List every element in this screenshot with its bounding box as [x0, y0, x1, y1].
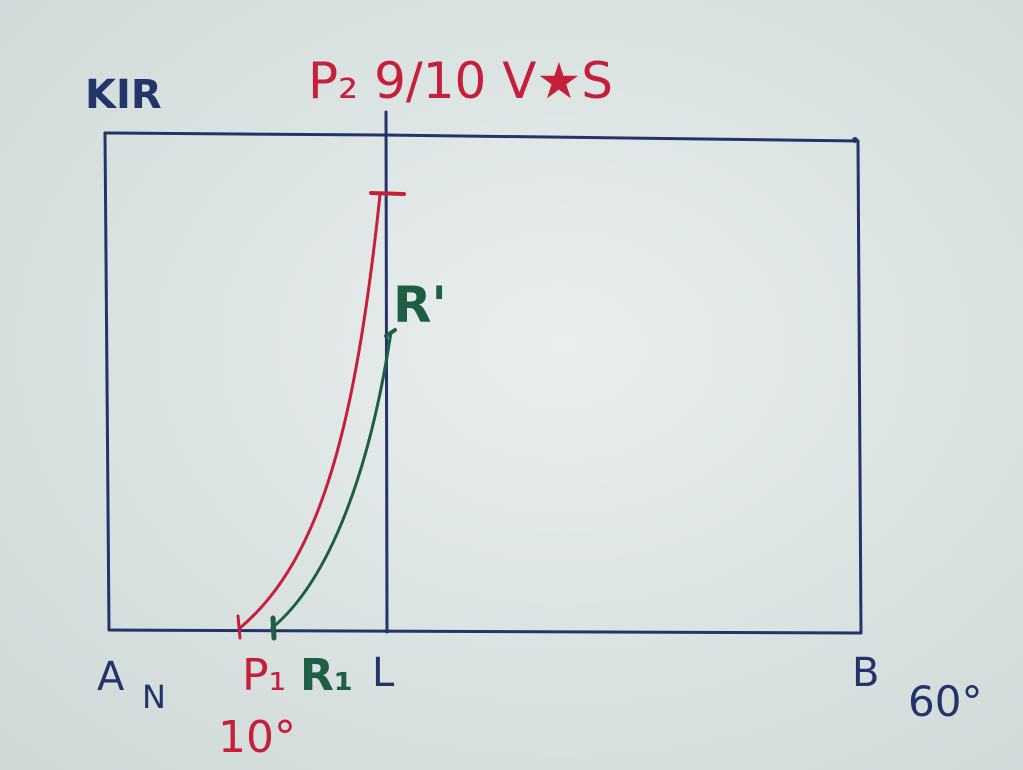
label-r1: R₁	[300, 650, 353, 701]
label-angle-p1: 10°	[218, 712, 296, 763]
label-corner-a-sub: N	[142, 678, 166, 716]
green-tick-rprime	[384, 328, 397, 338]
green-tick-bottom	[270, 615, 277, 641]
red-tick-top	[369, 191, 406, 196]
label-l: L	[372, 650, 395, 696]
vertical-line-l	[384, 110, 389, 634]
frame-right-edge	[856, 139, 863, 635]
label-angle-b: 60°	[908, 677, 982, 726]
label-top-title: P₂ 9/10 V★S	[308, 52, 613, 110]
frame-bottom-edge	[107, 628, 862, 635]
label-p1: P₁	[242, 650, 286, 701]
frame-left-edge	[103, 131, 111, 632]
label-top-left: KIR	[85, 72, 162, 118]
label-corner-a: A	[97, 654, 125, 700]
corner-dot-top-right	[852, 137, 858, 143]
red-curve-p1-p2	[238, 193, 382, 630]
label-corner-b: B	[852, 650, 879, 696]
green-curve-r1-rprime	[270, 330, 393, 630]
label-r-prime: R'	[393, 276, 447, 334]
red-tick-bottom	[236, 614, 242, 640]
